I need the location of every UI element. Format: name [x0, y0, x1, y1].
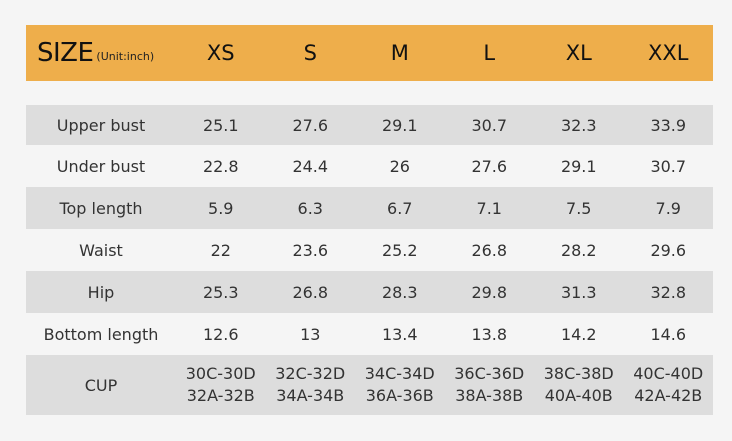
size-title-text: SIZE [37, 38, 94, 68]
table-cell: 14.2 [560, 324, 597, 344]
table-cell: 26.8 [471, 240, 508, 260]
size-xs-header: XS [206, 41, 235, 65]
table-cell: 22 [210, 240, 231, 260]
row-label: Hip [87, 282, 115, 302]
table-cell: 28.3 [381, 282, 418, 302]
table-cell: 29.6 [650, 240, 687, 260]
table-cell: 26.8 [292, 282, 329, 302]
table-row-waist: Waist 22 23.6 25.2 26.8 28.2 29.6 [26, 229, 713, 271]
table-row-cup: CUP 30C-30D 32A-32B 32C-32D 34A-34B 34C-… [26, 355, 713, 415]
size-m-header: M [390, 41, 409, 65]
table-row-top-length: Top length 5.9 6.3 6.7 7.1 7.5 7.9 [26, 187, 713, 229]
row-label: Top length [59, 198, 143, 218]
table-cell: 32.8 [650, 282, 687, 302]
table-cell: 25.1 [202, 115, 239, 135]
row-label: Waist [79, 240, 123, 260]
table-cell: 27.6 [292, 115, 329, 135]
table-row-upper-bust: Upper bust 25.1 27.6 29.1 30.7 32.3 33.9 [26, 105, 713, 145]
table-cell: 25.3 [202, 282, 239, 302]
table-cell: 30.7 [650, 156, 687, 176]
table-cell: 30.7 [471, 115, 508, 135]
cup-line-2: 36A-36B [365, 386, 434, 405]
size-xl-header: XL [565, 41, 592, 65]
cup-line-1: 34C-34D [364, 364, 435, 383]
cup-line-2: 42A-42B [634, 386, 703, 405]
table-cell: 29.8 [471, 282, 508, 302]
table-cell: 33.9 [650, 115, 687, 135]
table-cell: 32.3 [560, 115, 597, 135]
size-s-header: S [303, 41, 317, 65]
table-cell: 6.3 [297, 198, 323, 218]
table-cell: 13.4 [381, 324, 418, 344]
cup-cell: 30C-30D 32A-32B [176, 363, 266, 407]
table-cell: 7.9 [655, 198, 681, 218]
cup-line-1: 38C-38D [543, 364, 614, 383]
size-header: SIZE (Unit:inch) XS S M L XL XXL [26, 25, 713, 81]
table-cell: 31.3 [560, 282, 597, 302]
cup-line-1: 36C-36D [454, 364, 525, 383]
cup-cell: 40C-40D 42A-42B [624, 363, 714, 407]
row-label: Under bust [56, 156, 146, 176]
row-label: Upper bust [56, 115, 146, 135]
table-cell: 13 [300, 324, 321, 344]
size-l-header: L [483, 41, 496, 65]
row-label: CUP [84, 375, 118, 395]
table-row-bottom-length: Bottom length 12.6 13 13.4 13.8 14.2 14.… [26, 313, 713, 355]
table-cell: 29.1 [381, 115, 418, 135]
table-cell: 26 [389, 156, 410, 176]
table-cell: 6.7 [387, 198, 413, 218]
cup-line-2: 38A-38B [455, 386, 524, 405]
cup-line-2: 34A-34B [276, 386, 345, 405]
table-cell: 23.6 [292, 240, 329, 260]
table-cell: 27.6 [471, 156, 508, 176]
cup-cell: 38C-38D 40A-40B [534, 363, 624, 407]
cup-cell: 34C-34D 36A-36B [355, 363, 445, 407]
table-row-under-bust: Under bust 22.8 24.4 26 27.6 29.1 30.7 [26, 145, 713, 187]
table-cell: 24.4 [292, 156, 329, 176]
table-cell: 12.6 [202, 324, 239, 344]
cup-line-2: 32A-32B [186, 386, 255, 405]
cup-line-1: 32C-32D [275, 364, 346, 383]
table-cell: 25.2 [381, 240, 418, 260]
table-cell: 7.1 [476, 198, 502, 218]
cup-cell: 36C-36D 38A-38B [445, 363, 535, 407]
cup-line-2: 40A-40B [544, 386, 613, 405]
cup-line-1: 30C-30D [185, 364, 256, 383]
measurement-table: Upper bust 25.1 27.6 29.1 30.7 32.3 33.9… [26, 105, 713, 415]
table-cell: 7.5 [566, 198, 592, 218]
cup-cell: 32C-32D 34A-34B [266, 363, 356, 407]
table-cell: 28.2 [560, 240, 597, 260]
unit-label: (Unit:inch) [96, 49, 155, 63]
row-label: Bottom length [43, 324, 159, 344]
cup-line-1: 40C-40D [633, 364, 704, 383]
table-cell: 13.8 [471, 324, 508, 344]
table-cell: 5.9 [208, 198, 234, 218]
table-cell: 29.1 [560, 156, 597, 176]
table-cell: 14.6 [650, 324, 687, 344]
table-cell: 22.8 [202, 156, 239, 176]
size-title: SIZE (Unit:inch) [26, 25, 176, 81]
size-xxl-header: XXL [648, 41, 689, 65]
table-row-hip: Hip 25.3 26.8 28.3 29.8 31.3 32.8 [26, 271, 713, 313]
